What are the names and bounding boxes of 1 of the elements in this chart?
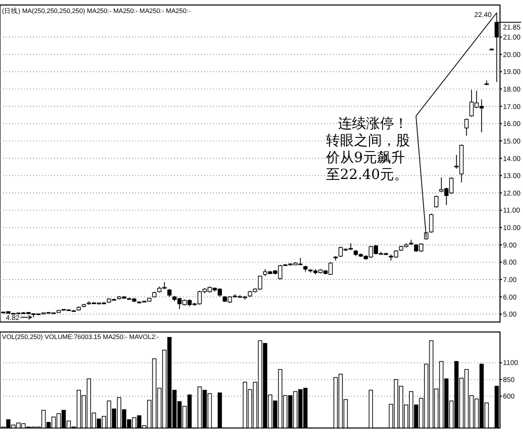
annotation: 连续涨停！转眼之间，股价从9元飙升至22.40元。 <box>325 116 410 183</box>
